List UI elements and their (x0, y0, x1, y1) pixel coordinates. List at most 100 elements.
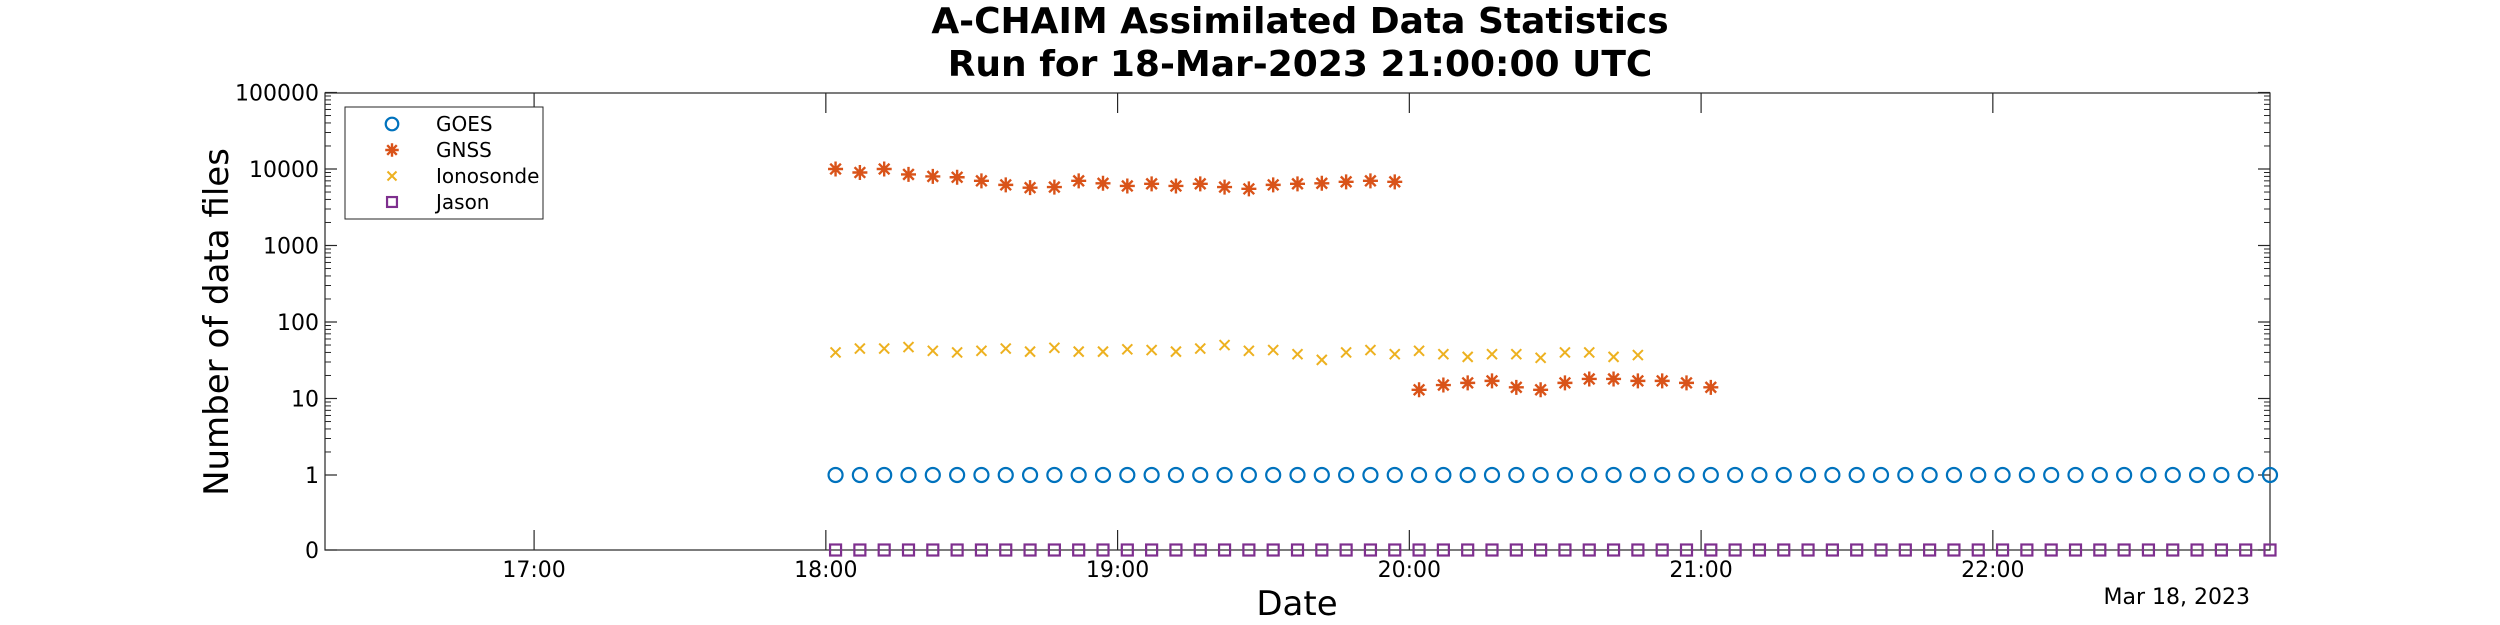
data-point-jason (2044, 543, 2058, 557)
data-point-ionosonde (1000, 342, 1012, 355)
data-point-goes (876, 466, 893, 484)
data-point-jason (1898, 543, 1912, 557)
data-point-ionosonde (1340, 346, 1352, 359)
data-point-jason (999, 543, 1013, 557)
series-goes (827, 466, 2279, 484)
data-point-gnss (1362, 173, 1378, 189)
data-point-jason (1923, 543, 1937, 557)
data-point-goes (851, 466, 868, 484)
data-point-gnss (949, 169, 965, 185)
data-point-jason (828, 543, 843, 557)
data-point-goes (2067, 466, 2084, 484)
legend-label: Ionosonde (436, 164, 539, 188)
data-point-ionosonde (1218, 339, 1231, 351)
data-point-gnss (1265, 177, 1281, 193)
data-point-goes (2043, 466, 2060, 484)
data-point-jason (1558, 543, 1572, 557)
data-point-gnss (1144, 176, 1160, 192)
data-point-gnss (1046, 179, 1062, 195)
data-point-gnss (1314, 175, 1330, 191)
data-point-gnss (1703, 379, 1719, 395)
data-point-jason (1072, 543, 1086, 557)
data-point-goes (949, 466, 966, 484)
chart-title-line-2: Run for 18-Mar-2023 21:00:00 UTC (948, 44, 1653, 85)
data-point-goes (1362, 466, 1379, 484)
data-point-gnss (1387, 174, 1403, 190)
data-point-jason (926, 543, 940, 557)
data-point-gnss (1654, 373, 1670, 389)
data-point-jason (1436, 543, 1450, 557)
data-point-gnss (1581, 371, 1597, 387)
data-point-gnss (1168, 178, 1184, 194)
data-point-goes (1313, 466, 1330, 484)
data-point-jason (974, 543, 989, 557)
data-point-ionosonde (1121, 343, 1134, 355)
data-point-jason (1193, 543, 1207, 557)
data-point-gnss (852, 165, 868, 180)
legend-marker (385, 195, 399, 209)
data-point-jason (877, 543, 891, 557)
data-point-jason (1850, 543, 1864, 557)
data-point-goes (1678, 466, 1695, 484)
x-date-label: Mar 18, 2023 (2104, 585, 2250, 610)
data-point-ionosonde (1632, 349, 1644, 361)
data-point-jason (2263, 543, 2277, 557)
data-point-jason (2239, 543, 2253, 557)
data-point-goes (2164, 466, 2181, 484)
series-ionosonde (829, 339, 1644, 366)
data-point-jason (2214, 543, 2228, 557)
legend-item-jason: Jason (385, 190, 490, 214)
data-point-ionosonde (1170, 345, 1182, 358)
data-point-goes (2237, 466, 2254, 484)
plot-area (324, 92, 2271, 551)
data-point-jason (1363, 543, 1378, 557)
data-point-goes (1945, 466, 1963, 484)
data-point-goes (1435, 466, 1452, 484)
data-point-jason (853, 543, 867, 557)
data-point-goes (1070, 466, 1087, 484)
data-point-goes (1046, 466, 1063, 484)
data-point-gnss (1435, 377, 1451, 393)
data-point-goes (1605, 466, 1622, 484)
data-point-gnss (828, 161, 844, 177)
data-point-ionosonde (878, 342, 890, 355)
data-point-ionosonde (1291, 348, 1304, 360)
y-axis-label: Number of data files (197, 148, 237, 496)
data-point-goes (1556, 466, 1574, 484)
data-point-goes (1119, 466, 1136, 484)
data-point-ionosonde (1583, 346, 1595, 359)
data-point-jason (1461, 543, 1475, 557)
data-point-jason (1388, 543, 1402, 557)
legend-item-ionosonde: Ionosonde (386, 164, 539, 188)
data-point-gnss (1192, 176, 1208, 192)
data-point-goes (1289, 466, 1306, 484)
data-point-jason (2166, 543, 2180, 557)
data-point-gnss (1217, 179, 1233, 195)
data-point-goes (1021, 466, 1039, 484)
data-point-jason (2117, 543, 2131, 557)
data-point-ionosonde (1461, 351, 1474, 363)
data-point-jason (1655, 543, 1669, 557)
data-point-jason (2093, 543, 2107, 557)
data-point-goes (1167, 466, 1185, 484)
data-point-goes (2140, 466, 2157, 484)
data-point-goes (2261, 466, 2279, 484)
data-point-jason (1509, 543, 1523, 557)
data-point-ionosonde (975, 345, 988, 357)
data-point-jason (1704, 543, 1718, 557)
data-point-jason (1874, 543, 1888, 557)
data-point-ionosonde (902, 341, 915, 353)
data-point-jason (1315, 543, 1329, 557)
data-point-goes (827, 466, 844, 484)
y-tick-label: 10 (291, 388, 319, 413)
data-markers (827, 161, 2279, 557)
data-point-goes (1508, 466, 1525, 484)
data-point-gnss (1460, 375, 1476, 391)
data-point-goes (1581, 466, 1598, 484)
data-point-goes (924, 466, 941, 484)
data-point-goes (973, 466, 990, 484)
data-point-gnss (1241, 181, 1257, 197)
data-point-gnss (1557, 375, 1573, 391)
data-point-jason (1145, 543, 1159, 557)
